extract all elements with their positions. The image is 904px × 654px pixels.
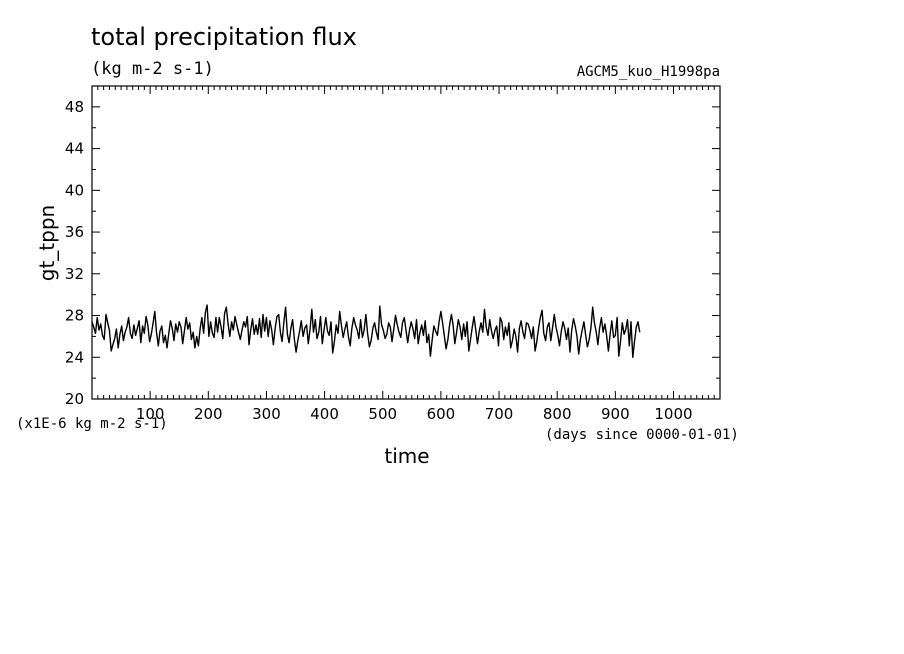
y-tick-label: 48 <box>65 98 84 116</box>
x-tick-label: 600 <box>427 405 456 423</box>
dataset-label: AGCM5_kuo_H1998pa <box>577 64 720 80</box>
y-unit-label: (x1E-6 kg m-2 s-1) <box>16 416 168 432</box>
y-tick-label: 32 <box>65 265 84 283</box>
y-tick-label: 44 <box>65 140 84 158</box>
y-axis-label: gt_tppn <box>35 205 59 281</box>
x-axis-ticks: 100 200 300 400 500 600 700 800 900 1000 <box>97 86 721 423</box>
x-tick-label: 200 <box>194 405 223 423</box>
x-tick-label: 500 <box>368 405 397 423</box>
x-axis-label: time <box>384 444 429 468</box>
y-tick-label: 24 <box>65 348 84 366</box>
y-tick-label: 36 <box>65 223 84 241</box>
y-axis-ticks: 20 24 28 32 36 40 44 48 <box>65 85 720 408</box>
x-tick-label: 900 <box>601 405 630 423</box>
x-tick-label: 1000 <box>654 405 692 423</box>
chart-subtitle: (kg m-2 s-1) <box>91 59 214 79</box>
chart-title: total precipitation flux <box>91 23 357 51</box>
x-tick-label: 700 <box>485 405 514 423</box>
x-tick-label: 800 <box>543 405 572 423</box>
x-tick-label: 400 <box>310 405 339 423</box>
y-tick-label: 40 <box>65 181 84 199</box>
x-unit-label: (days since 0000-01-01) <box>545 427 739 443</box>
series-line <box>91 304 641 358</box>
plot-frame <box>91 85 721 400</box>
x-tick-label: 100 <box>136 405 165 423</box>
x-tick-label: 300 <box>252 405 281 423</box>
y-tick-label: 20 <box>65 390 84 408</box>
y-tick-label: 28 <box>65 307 84 325</box>
